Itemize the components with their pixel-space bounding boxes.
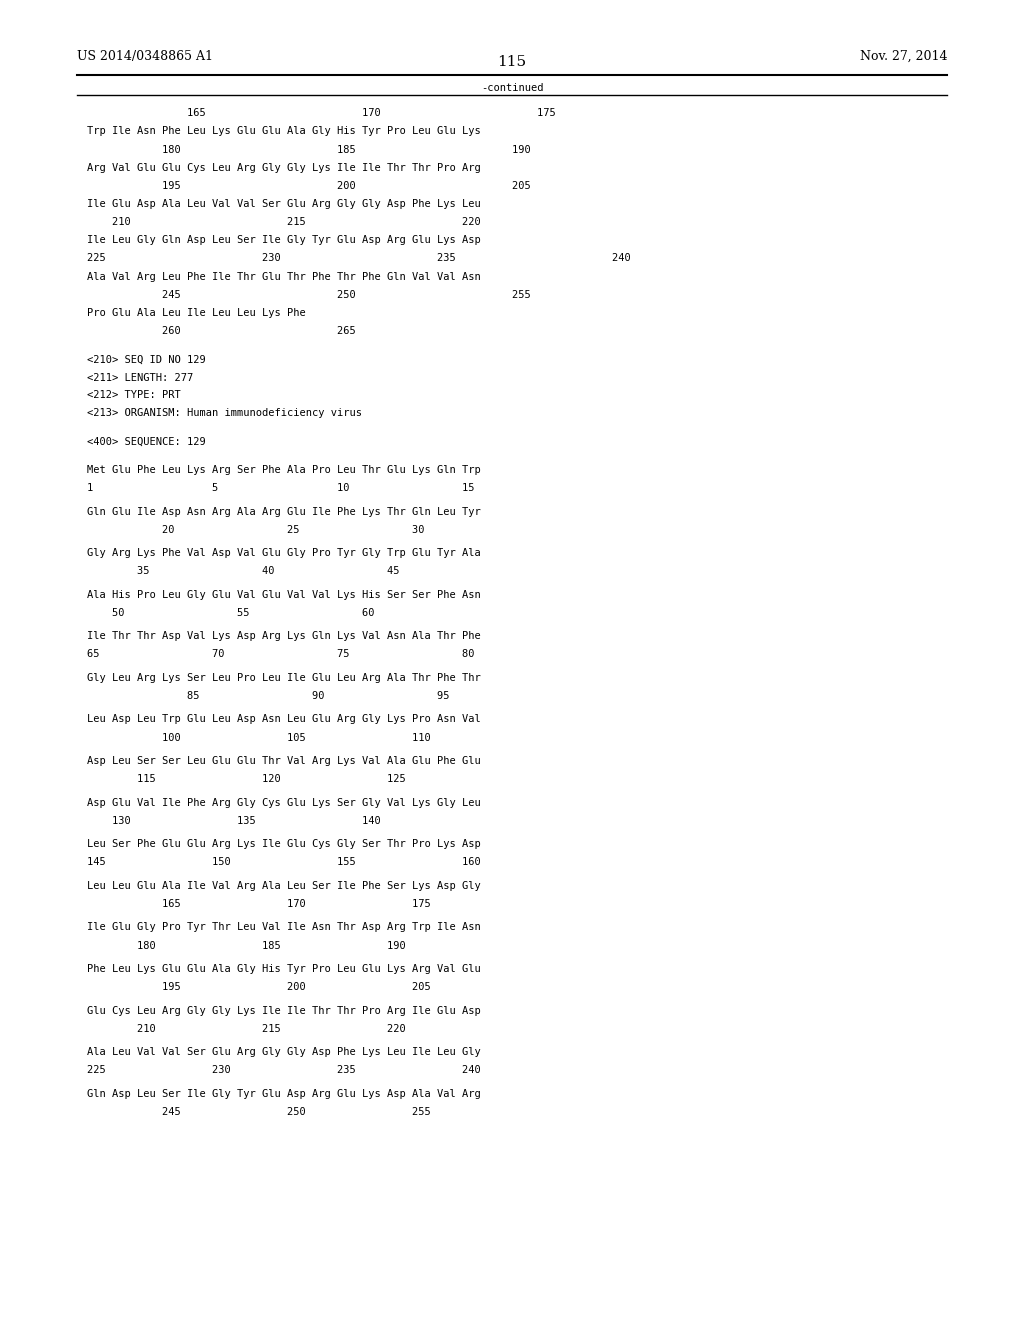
Text: Ala Leu Val Val Ser Glu Arg Gly Gly Asp Phe Lys Leu Ile Leu Gly: Ala Leu Val Val Ser Glu Arg Gly Gly Asp …	[87, 1047, 481, 1057]
Text: 145                 150                 155                 160: 145 150 155 160	[87, 858, 481, 867]
Text: 115                 120                 125: 115 120 125	[87, 775, 406, 784]
Text: Gln Asp Leu Ser Ile Gly Tyr Glu Asp Arg Glu Lys Asp Ala Val Arg: Gln Asp Leu Ser Ile Gly Tyr Glu Asp Arg …	[87, 1089, 481, 1098]
Text: 50                  55                  60: 50 55 60	[87, 609, 375, 618]
Text: 225                         230                         235                     : 225 230 235	[87, 253, 631, 264]
Text: Asp Glu Val Ile Phe Arg Gly Cys Glu Lys Ser Gly Val Lys Gly Leu: Asp Glu Val Ile Phe Arg Gly Cys Glu Lys …	[87, 797, 481, 808]
Text: US 2014/0348865 A1: US 2014/0348865 A1	[77, 50, 213, 63]
Text: Phe Leu Lys Glu Glu Ala Gly His Tyr Pro Leu Glu Lys Arg Val Glu: Phe Leu Lys Glu Glu Ala Gly His Tyr Pro …	[87, 964, 481, 974]
Text: 1                   5                   10                  15: 1 5 10 15	[87, 483, 474, 494]
Text: Ala His Pro Leu Gly Glu Val Glu Val Val Lys His Ser Ser Phe Asn: Ala His Pro Leu Gly Glu Val Glu Val Val …	[87, 590, 481, 599]
Text: Gly Leu Arg Lys Ser Leu Pro Leu Ile Glu Leu Arg Ala Thr Phe Thr: Gly Leu Arg Lys Ser Leu Pro Leu Ile Glu …	[87, 673, 481, 682]
Text: 165                         170                         175: 165 170 175	[87, 108, 556, 119]
Text: Nov. 27, 2014: Nov. 27, 2014	[860, 50, 947, 63]
Text: 85                  90                  95: 85 90 95	[87, 692, 450, 701]
Text: 195                         200                         205: 195 200 205	[87, 181, 530, 191]
Text: 165                 170                 175: 165 170 175	[87, 899, 431, 909]
Text: Pro Glu Ala Leu Ile Leu Leu Lys Phe: Pro Glu Ala Leu Ile Leu Leu Lys Phe	[87, 308, 306, 318]
Text: <400> SEQUENCE: 129: <400> SEQUENCE: 129	[87, 437, 206, 446]
Text: 100                 105                 110: 100 105 110	[87, 733, 431, 743]
Text: 210                         215                         220: 210 215 220	[87, 218, 481, 227]
Text: 210                 215                 220: 210 215 220	[87, 1024, 406, 1034]
Text: <213> ORGANISM: Human immunodeficiency virus: <213> ORGANISM: Human immunodeficiency v…	[87, 408, 362, 418]
Text: Ile Leu Gly Gln Asp Leu Ser Ile Gly Tyr Glu Asp Arg Glu Lys Asp: Ile Leu Gly Gln Asp Leu Ser Ile Gly Tyr …	[87, 235, 481, 246]
Text: 245                         250                         255: 245 250 255	[87, 290, 530, 300]
Text: 195                 200                 205: 195 200 205	[87, 982, 431, 993]
Text: Gly Arg Lys Phe Val Asp Val Glu Gly Pro Tyr Gly Trp Glu Tyr Ala: Gly Arg Lys Phe Val Asp Val Glu Gly Pro …	[87, 548, 481, 558]
Text: Gln Glu Ile Asp Asn Arg Ala Arg Glu Ile Phe Lys Thr Gln Leu Tyr: Gln Glu Ile Asp Asn Arg Ala Arg Glu Ile …	[87, 507, 481, 516]
Text: -continued: -continued	[480, 83, 544, 94]
Text: <212> TYPE: PRT: <212> TYPE: PRT	[87, 391, 181, 400]
Text: 20                  25                  30: 20 25 30	[87, 525, 425, 535]
Text: 180                         185                         190: 180 185 190	[87, 144, 530, 154]
Text: Arg Val Glu Glu Cys Leu Arg Gly Gly Lys Ile Ile Thr Thr Pro Arg: Arg Val Glu Glu Cys Leu Arg Gly Gly Lys …	[87, 162, 481, 173]
Text: 35                  40                  45: 35 40 45	[87, 566, 399, 577]
Text: Leu Asp Leu Trp Glu Leu Asp Asn Leu Glu Arg Gly Lys Pro Asn Val: Leu Asp Leu Trp Glu Leu Asp Asn Leu Glu …	[87, 714, 481, 725]
Text: 130                 135                 140: 130 135 140	[87, 816, 381, 826]
Text: Asp Leu Ser Ser Leu Glu Glu Thr Val Arg Lys Val Ala Glu Phe Glu: Asp Leu Ser Ser Leu Glu Glu Thr Val Arg …	[87, 756, 481, 766]
Text: 115: 115	[498, 55, 526, 70]
Text: Glu Cys Leu Arg Gly Gly Lys Ile Ile Thr Thr Pro Arg Ile Glu Asp: Glu Cys Leu Arg Gly Gly Lys Ile Ile Thr …	[87, 1006, 481, 1015]
Text: 180                 185                 190: 180 185 190	[87, 941, 406, 950]
Text: 260                         265: 260 265	[87, 326, 355, 337]
Text: Leu Ser Phe Glu Glu Arg Lys Ile Glu Cys Gly Ser Thr Pro Lys Asp: Leu Ser Phe Glu Glu Arg Lys Ile Glu Cys …	[87, 840, 481, 849]
Text: Ile Glu Gly Pro Tyr Thr Leu Val Ile Asn Thr Asp Arg Trp Ile Asn: Ile Glu Gly Pro Tyr Thr Leu Val Ile Asn …	[87, 923, 481, 932]
Text: <210> SEQ ID NO 129: <210> SEQ ID NO 129	[87, 355, 206, 364]
Text: Met Glu Phe Leu Lys Arg Ser Phe Ala Pro Leu Thr Glu Lys Gln Trp: Met Glu Phe Leu Lys Arg Ser Phe Ala Pro …	[87, 465, 481, 475]
Text: 225                 230                 235                 240: 225 230 235 240	[87, 1065, 481, 1076]
Text: Ile Glu Asp Ala Leu Val Val Ser Glu Arg Gly Gly Asp Phe Lys Leu: Ile Glu Asp Ala Leu Val Val Ser Glu Arg …	[87, 199, 481, 209]
Text: 65                  70                  75                  80: 65 70 75 80	[87, 649, 474, 660]
Text: Ile Thr Thr Asp Val Lys Asp Arg Lys Gln Lys Val Asn Ala Thr Phe: Ile Thr Thr Asp Val Lys Asp Arg Lys Gln …	[87, 631, 481, 642]
Text: Leu Leu Glu Ala Ile Val Arg Ala Leu Ser Ile Phe Ser Lys Asp Gly: Leu Leu Glu Ala Ile Val Arg Ala Leu Ser …	[87, 880, 481, 891]
Text: <211> LENGTH: 277: <211> LENGTH: 277	[87, 372, 194, 383]
Text: Trp Ile Asn Phe Leu Lys Glu Glu Ala Gly His Tyr Pro Leu Glu Lys: Trp Ile Asn Phe Leu Lys Glu Glu Ala Gly …	[87, 127, 481, 136]
Text: 245                 250                 255: 245 250 255	[87, 1107, 431, 1117]
Text: Ala Val Arg Leu Phe Ile Thr Glu Thr Phe Thr Phe Gln Val Val Asn: Ala Val Arg Leu Phe Ile Thr Glu Thr Phe …	[87, 272, 481, 281]
